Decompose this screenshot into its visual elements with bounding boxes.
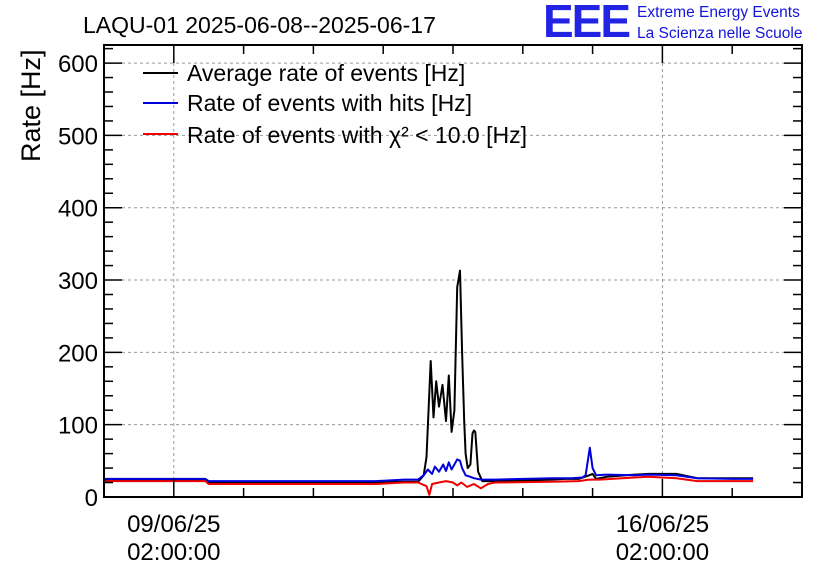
y-tick-label: 100 — [58, 413, 98, 440]
y-tick-label: 400 — [58, 196, 98, 223]
x-tick-label-time: 02:00:00 — [616, 539, 709, 566]
y-axis-label: Rate [Hz] — [16, 49, 46, 162]
legend: Average rate of events [Hz] Rate of even… — [143, 60, 527, 148]
chart-title: LAQU-01 2025-06-08--2025-06-17 — [83, 12, 436, 38]
y-tick-label: 300 — [58, 268, 98, 295]
logo-line-2: La Scienza nelle Scuole — [637, 25, 803, 42]
legend-label-hits: Rate of events with hits [Hz] — [187, 90, 472, 116]
series-line-hits — [104, 446, 754, 483]
y-tick-label: 500 — [58, 123, 98, 150]
eee-logo: EEE Extreme Energy Events La Scienza nel… — [543, 0, 833, 47]
legend-label-chi2: Rate of events with χ² < 10.0 [Hz] — [187, 122, 527, 148]
legend-label-avg: Average rate of events [Hz] — [187, 60, 465, 86]
series-line-avg — [104, 269, 754, 484]
x-tick-label-date: 16/06/25 — [616, 511, 709, 538]
y-tick-label: 600 — [58, 51, 98, 78]
x-tick-label-time: 02:00:00 — [127, 539, 220, 566]
axes-frame — [103, 44, 803, 498]
tick-labels: 010020030040050060009/06/2502:00:0016/06… — [58, 51, 709, 566]
series-lines — [104, 269, 754, 496]
series-line-chi2 — [104, 475, 754, 496]
y-tick-label: 200 — [58, 340, 98, 367]
x-tick-label-date: 09/06/25 — [127, 511, 220, 538]
eee-logo-mark: EEE — [543, 0, 631, 47]
y-tick-label: 0 — [85, 485, 98, 512]
logo-line-1: Extreme Energy Events — [637, 4, 800, 21]
